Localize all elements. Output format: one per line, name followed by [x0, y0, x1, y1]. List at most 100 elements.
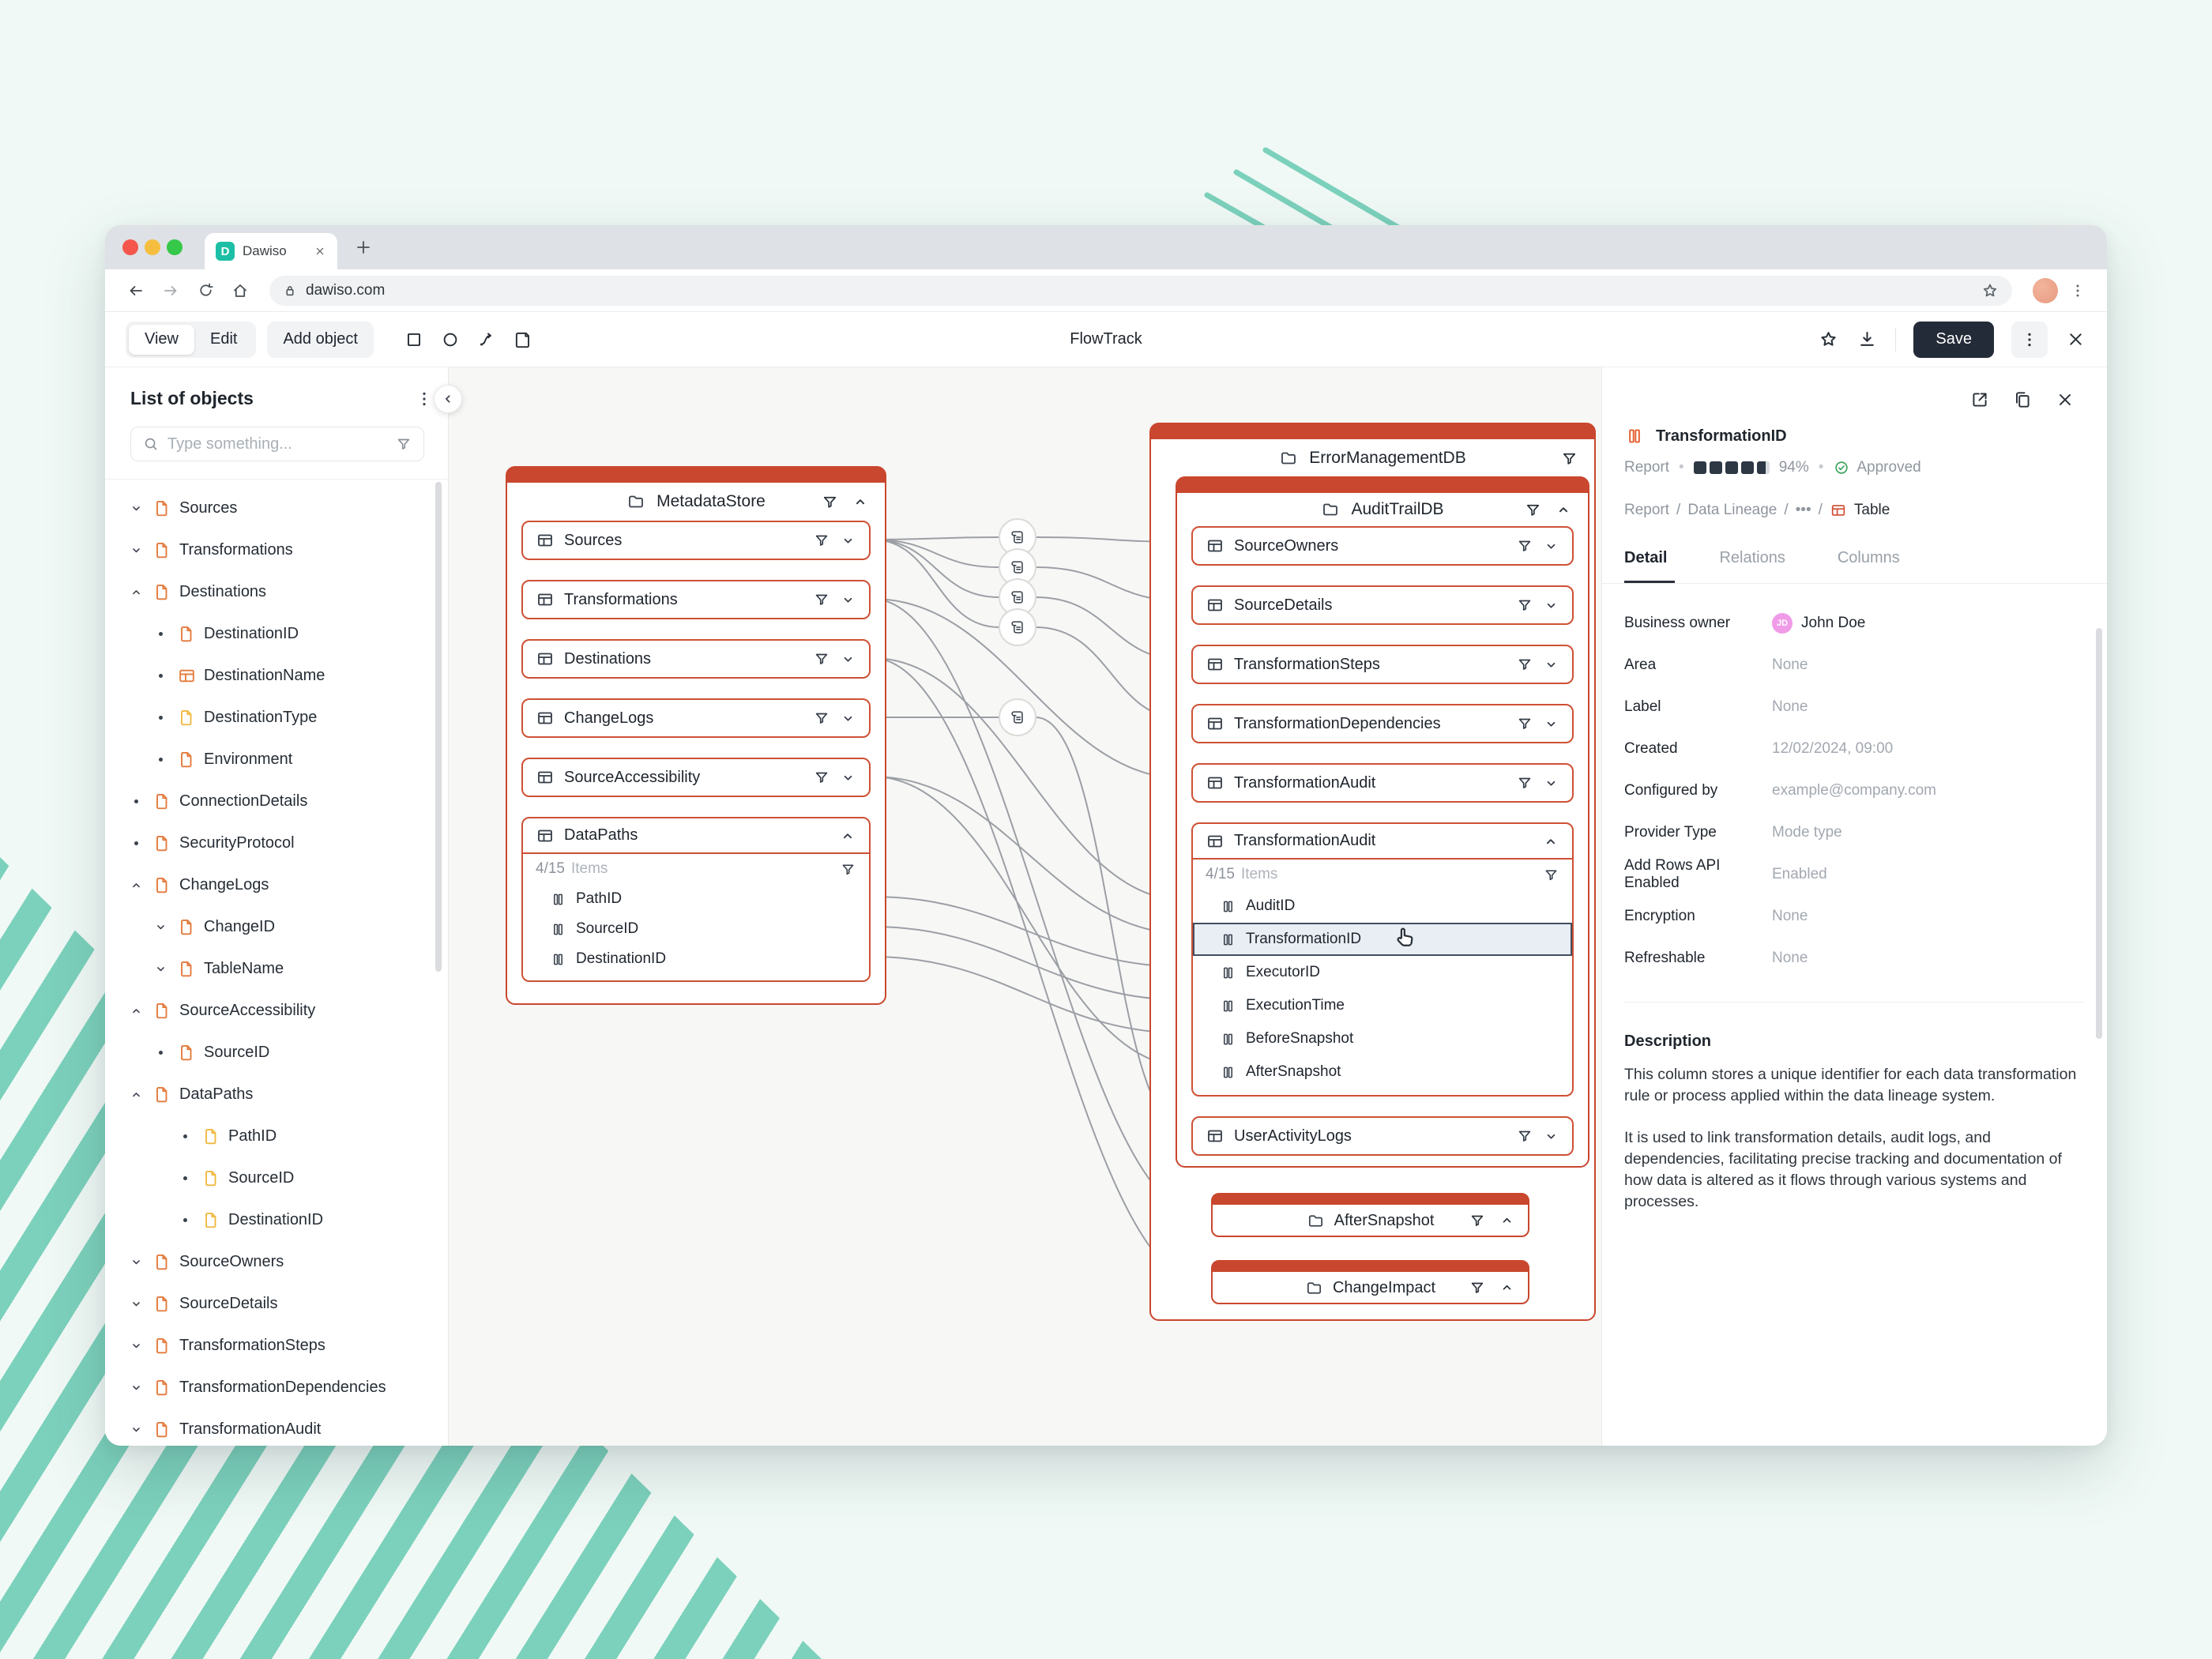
chevron-down-icon[interactable] [127, 501, 145, 516]
minimize-window-button[interactable] [145, 239, 160, 255]
table-row-useractivitylogs[interactable]: UserActivityLogs [1191, 1116, 1574, 1156]
panel-scrollbar[interactable] [2096, 628, 2102, 1039]
sidebar-item-transformationsteps[interactable]: TransformationSteps [105, 1325, 448, 1367]
sidebar-item-transformationdependencies[interactable]: TransformationDependencies [105, 1367, 448, 1409]
filter-icon[interactable] [1469, 1279, 1486, 1296]
column-row-pathid[interactable]: PathID [523, 884, 869, 914]
chevron-down-icon[interactable] [152, 920, 169, 935]
sidebar-item-destinationname[interactable]: DestinationName [105, 655, 448, 697]
sidebar-item-changelogs[interactable]: ChangeLogs [105, 864, 448, 906]
close-icon[interactable] [2065, 329, 2086, 350]
table-row-sourcedetails[interactable]: SourceDetails [1191, 585, 1574, 625]
browser-tab[interactable]: D Dawiso [205, 233, 337, 269]
sidebar-item-sourceid[interactable]: SourceID [105, 1032, 448, 1074]
search-input[interactable] [167, 434, 387, 453]
column-row-executorid[interactable]: ExecutorID [1193, 956, 1572, 989]
table-row-destinations[interactable]: Destinations [521, 639, 871, 679]
save-button[interactable]: Save [1913, 321, 1994, 358]
sidebar-item-sourceaccessibility[interactable]: SourceAccessibility [105, 990, 448, 1032]
chevron-down-icon[interactable] [1543, 597, 1559, 614]
table-row-transformations[interactable]: Transformations [521, 580, 871, 619]
filter-icon[interactable] [1469, 1212, 1486, 1229]
filter-icon[interactable] [821, 493, 839, 511]
forward-icon[interactable] [156, 276, 186, 306]
sidebar-item-securityprotocol[interactable]: SecurityProtocol [105, 822, 448, 864]
filter-icon[interactable] [1543, 867, 1559, 883]
table-row-sourceaccessibility[interactable]: SourceAccessibility [521, 758, 871, 797]
browser-menu-icon[interactable] [2069, 282, 2086, 299]
table-row-sources[interactable]: Sources [521, 521, 871, 560]
filter-icon[interactable] [840, 861, 856, 878]
url-bar[interactable]: dawiso.com [269, 275, 2012, 306]
filter-icon[interactable] [1516, 596, 1533, 614]
chevron-up-icon[interactable] [127, 878, 145, 893]
sidebar-item-sources[interactable]: Sources [105, 487, 448, 529]
chevron-down-icon[interactable] [1543, 538, 1559, 555]
tab-columns[interactable]: Columns [1837, 549, 1900, 566]
edit-button[interactable]: Edit [194, 325, 253, 355]
open-in-new-icon[interactable] [1969, 389, 1990, 410]
sidebar-item-transformations[interactable]: Transformations [105, 529, 448, 571]
tab-relations[interactable]: Relations [1719, 549, 1785, 566]
chevron-up-icon[interactable] [1499, 1279, 1515, 1296]
table-row-transformationdependencies[interactable]: TransformationDependencies [1191, 704, 1574, 743]
chevron-down-icon[interactable] [840, 769, 856, 786]
filter-icon[interactable] [1524, 501, 1542, 519]
table-row-transformationaudit[interactable]: TransformationAudit [1191, 763, 1574, 803]
sidebar-item-destinationid[interactable]: DestinationID [105, 613, 448, 655]
sidebar-item-pathid[interactable]: PathID [105, 1115, 448, 1157]
chevron-up-icon[interactable] [127, 1087, 145, 1102]
filter-icon[interactable] [1516, 774, 1533, 792]
node-header[interactable]: ChangeImpact [1213, 1272, 1528, 1304]
sidebar-item-destinations[interactable]: Destinations [105, 571, 448, 613]
breadcrumb-item[interactable]: Report [1624, 502, 1670, 518]
back-icon[interactable] [121, 276, 151, 306]
filter-icon[interactable] [813, 532, 830, 549]
breadcrumb-item[interactable]: Data Lineage [1687, 502, 1778, 518]
sidebar-collapse-button[interactable] [434, 385, 462, 413]
sidebar-item-connectiondetails[interactable]: ConnectionDetails [105, 781, 448, 822]
node-changeimpact[interactable]: ChangeImpact [1211, 1260, 1529, 1304]
node-header[interactable]: MetadataStore [507, 483, 885, 521]
download-icon[interactable] [1856, 329, 1878, 350]
copy-icon[interactable] [2012, 389, 2033, 410]
node-header[interactable]: ErrorManagementDB [1151, 439, 1594, 477]
table-row-changelogs[interactable]: ChangeLogs [521, 698, 871, 738]
column-row-beforesnapshot[interactable]: BeforeSnapshot [1193, 1022, 1572, 1055]
table-row-transformationsteps[interactable]: TransformationSteps [1191, 645, 1574, 684]
connector-tool-icon[interactable] [476, 329, 497, 350]
filter-icon[interactable] [813, 591, 830, 608]
filter-icon[interactable] [1516, 537, 1533, 555]
close-window-button[interactable] [122, 239, 138, 255]
chevron-down-icon[interactable] [127, 1380, 145, 1395]
sidebar-item-destinationtype[interactable]: DestinationType [105, 697, 448, 739]
chevron-down-icon[interactable] [127, 543, 145, 558]
chevron-down-icon[interactable] [127, 1422, 145, 1437]
chevron-up-icon[interactable] [1542, 833, 1559, 850]
chevron-down-icon[interactable] [840, 532, 856, 549]
column-row-aftersnapshot[interactable]: AfterSnapshot [1193, 1055, 1572, 1089]
filter-icon[interactable] [1516, 1127, 1533, 1145]
close-panel-icon[interactable] [2055, 389, 2075, 410]
rectangle-tool-icon[interactable] [404, 329, 424, 350]
chevron-down-icon[interactable] [1543, 656, 1559, 673]
favorite-star-icon[interactable] [1818, 329, 1839, 350]
chevron-down-icon[interactable] [840, 710, 856, 727]
node-aftersnapshot[interactable]: AfterSnapshot [1211, 1193, 1529, 1237]
filter-icon[interactable] [813, 650, 830, 668]
node-header[interactable]: AfterSnapshot [1213, 1205, 1528, 1236]
sidebar-item-changeid[interactable]: ChangeID [105, 906, 448, 948]
column-row-destinationid[interactable]: DestinationID [523, 944, 869, 974]
zoom-window-button[interactable] [167, 239, 182, 255]
filter-icon[interactable] [813, 709, 830, 727]
chevron-down-icon[interactable] [1543, 716, 1559, 732]
breadcrumb-ellipsis[interactable]: ••• [1795, 502, 1811, 518]
column-row-sourceid[interactable]: SourceID [523, 914, 869, 944]
filter-icon[interactable] [1560, 450, 1578, 468]
chevron-down-icon[interactable] [840, 651, 856, 668]
field-value[interactable]: JD John Doe [1772, 612, 1865, 634]
chevron-down-icon[interactable] [127, 1255, 145, 1270]
node-header[interactable]: AuditTrailDB [1177, 493, 1588, 526]
node-audittraildb[interactable]: AuditTrailDB SourceOwners SourceDetails … [1176, 476, 1589, 1168]
chevron-up-icon[interactable] [127, 585, 145, 600]
